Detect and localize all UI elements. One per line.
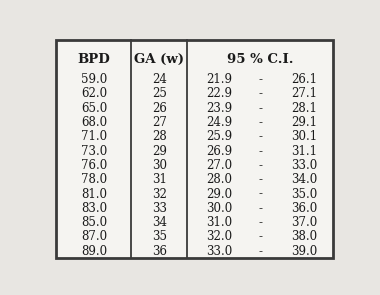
Text: 36.0: 36.0 <box>291 202 317 215</box>
Text: 68.0: 68.0 <box>81 116 107 129</box>
Text: 31.0: 31.0 <box>206 216 233 229</box>
Text: 27.1: 27.1 <box>291 88 317 101</box>
Text: 83.0: 83.0 <box>81 202 107 215</box>
Text: 29: 29 <box>152 145 167 158</box>
Text: 33.0: 33.0 <box>291 159 317 172</box>
Text: 28.1: 28.1 <box>291 102 317 115</box>
Text: BPD: BPD <box>78 53 110 66</box>
Text: -: - <box>258 188 262 201</box>
Text: 71.0: 71.0 <box>81 130 107 143</box>
Text: 73.0: 73.0 <box>81 145 107 158</box>
Text: GA (w): GA (w) <box>135 53 184 66</box>
Text: 28: 28 <box>152 130 167 143</box>
Text: 30.1: 30.1 <box>291 130 317 143</box>
Text: 35: 35 <box>152 230 167 243</box>
Text: 78.0: 78.0 <box>81 173 107 186</box>
Text: -: - <box>258 102 262 115</box>
Text: 30: 30 <box>152 159 167 172</box>
Text: -: - <box>258 216 262 229</box>
Text: 34: 34 <box>152 216 167 229</box>
Text: -: - <box>258 159 262 172</box>
Text: 28.0: 28.0 <box>206 173 233 186</box>
Text: 27.0: 27.0 <box>206 159 233 172</box>
Text: -: - <box>258 130 262 143</box>
Text: 29.1: 29.1 <box>291 116 317 129</box>
Text: 37.0: 37.0 <box>291 216 317 229</box>
Text: 26.1: 26.1 <box>291 73 317 86</box>
Text: 23.9: 23.9 <box>206 102 233 115</box>
Text: 33.0: 33.0 <box>206 245 233 258</box>
Text: 26: 26 <box>152 102 167 115</box>
Text: 26.9: 26.9 <box>206 145 233 158</box>
Text: 31: 31 <box>152 173 167 186</box>
Text: 30.0: 30.0 <box>206 202 233 215</box>
Text: 65.0: 65.0 <box>81 102 107 115</box>
Text: 25: 25 <box>152 88 167 101</box>
Text: 59.0: 59.0 <box>81 73 107 86</box>
Text: 21.9: 21.9 <box>206 73 233 86</box>
Text: 89.0: 89.0 <box>81 245 107 258</box>
Text: 32.0: 32.0 <box>206 230 233 243</box>
Text: 39.0: 39.0 <box>291 245 317 258</box>
Text: 24: 24 <box>152 73 167 86</box>
Text: -: - <box>258 230 262 243</box>
Text: -: - <box>258 145 262 158</box>
Text: 62.0: 62.0 <box>81 88 107 101</box>
Text: 34.0: 34.0 <box>291 173 317 186</box>
Text: 35.0: 35.0 <box>291 188 317 201</box>
Text: 22.9: 22.9 <box>206 88 233 101</box>
Text: 29.0: 29.0 <box>206 188 233 201</box>
Text: 95 % C.I.: 95 % C.I. <box>227 53 293 66</box>
Text: -: - <box>258 202 262 215</box>
Text: -: - <box>258 116 262 129</box>
Text: -: - <box>258 73 262 86</box>
Text: 36: 36 <box>152 245 167 258</box>
Text: -: - <box>258 88 262 101</box>
Text: 24.9: 24.9 <box>206 116 233 129</box>
Text: 32: 32 <box>152 188 167 201</box>
Text: 38.0: 38.0 <box>291 230 317 243</box>
Text: 25.9: 25.9 <box>206 130 233 143</box>
Text: 76.0: 76.0 <box>81 159 107 172</box>
Text: 27: 27 <box>152 116 167 129</box>
Text: -: - <box>258 173 262 186</box>
Text: 81.0: 81.0 <box>81 188 107 201</box>
Text: 87.0: 87.0 <box>81 230 107 243</box>
Text: 31.1: 31.1 <box>291 145 317 158</box>
Text: -: - <box>258 245 262 258</box>
Text: 85.0: 85.0 <box>81 216 107 229</box>
Text: 33: 33 <box>152 202 167 215</box>
